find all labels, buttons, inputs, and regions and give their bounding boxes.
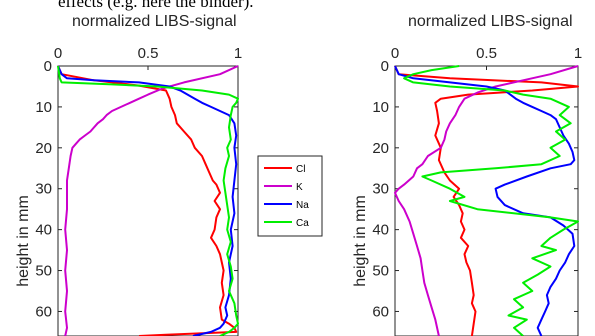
legend-label-cl: Cl — [296, 164, 305, 175]
x-tick-label: 0 — [391, 45, 399, 62]
x-tick-label: 1 — [234, 45, 242, 62]
legend-label-ca: Ca — [296, 218, 309, 229]
y-tick-label: 60 — [35, 303, 52, 320]
y-tick-label: 10 — [372, 99, 389, 116]
series-line-na — [57, 65, 238, 336]
series-line-cl — [394, 65, 579, 336]
series-line-k — [394, 65, 579, 336]
legend-label-k: K — [296, 182, 303, 193]
series-line-cl — [57, 65, 238, 336]
y-tick-label: 0 — [381, 58, 389, 75]
y-tick-label: 50 — [372, 263, 389, 280]
x-tick-label: 0.5 — [476, 45, 497, 62]
series-line-ca — [403, 65, 579, 336]
y-axis-label: height in mm — [15, 195, 32, 287]
plot-area-frame — [394, 65, 579, 336]
y-tick-label: 60 — [372, 303, 389, 320]
x-axis-label: normalized LIBS-signal — [72, 13, 237, 30]
y-tick-label: 20 — [35, 140, 52, 157]
y-tick-label: 50 — [35, 263, 52, 280]
y-tick-label: 10 — [35, 99, 52, 116]
series-line-k — [64, 65, 239, 336]
y-tick-label: 40 — [372, 222, 389, 239]
x-tick-label: 1 — [574, 45, 582, 62]
series-line-ca — [57, 65, 239, 336]
series-line-na — [394, 65, 576, 336]
y-tick-label: 40 — [35, 222, 52, 239]
caption-fragment: effects (e.g. here the binder). — [58, 0, 254, 11]
y-tick-label: 30 — [372, 181, 389, 198]
y-tick-label: 0 — [44, 58, 52, 75]
y-tick-label: 20 — [372, 140, 389, 157]
x-tick-label: 0 — [54, 45, 62, 62]
x-tick-label: 0.5 — [138, 45, 159, 62]
x-axis-label: normalized LIBS-signal — [408, 13, 573, 30]
legend-label-na: Na — [296, 200, 309, 211]
y-axis-label: height in mm — [352, 195, 369, 287]
y-tick-label: 30 — [35, 181, 52, 198]
